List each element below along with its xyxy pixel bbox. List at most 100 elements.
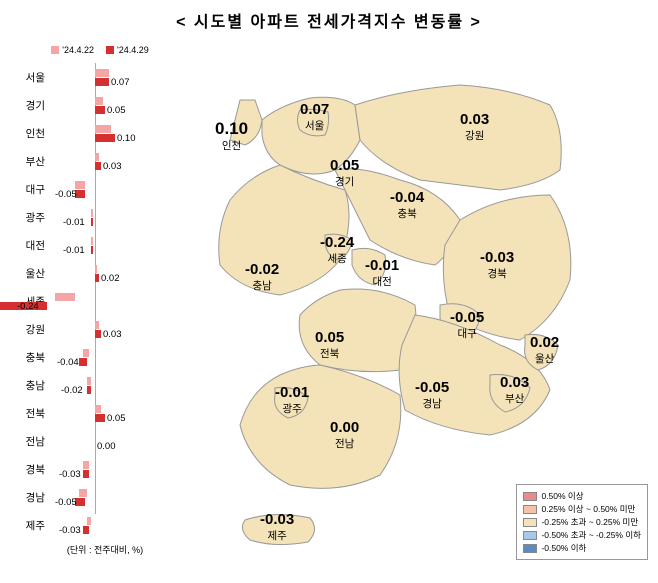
bar	[83, 461, 89, 469]
bar	[87, 386, 91, 394]
bar	[95, 405, 101, 413]
bar	[79, 358, 87, 366]
region-value: -0.05	[415, 380, 449, 395]
bar-value: -0.04	[57, 357, 79, 368]
region-label: 제주	[10, 518, 45, 533]
bar-row: 경기0.05	[50, 91, 180, 119]
region-name: 제주	[260, 528, 294, 543]
bar-row: 충남-0.02	[50, 371, 180, 399]
region-name: 전남	[330, 436, 359, 451]
legend-swatch-2	[106, 46, 114, 54]
region-value: 0.02	[530, 335, 559, 350]
region-label: 부산	[10, 154, 45, 169]
bar-row: 경북-0.03	[50, 455, 180, 483]
map-region-label: -0.03경북	[480, 250, 514, 281]
region-label: 광주	[10, 210, 45, 225]
map-region-label: -0.05대구	[450, 310, 484, 341]
bar-row: 세종-0.24	[50, 287, 180, 315]
map-legend-row: -0.50% 초과 ~ -0.25% 이하	[523, 529, 641, 541]
region-value: 0.10	[215, 120, 248, 137]
map-legend-label: -0.25% 초과 ~ 0.25% 미만	[541, 516, 638, 528]
bar	[95, 162, 101, 170]
map-region-label: 0.02울산	[530, 335, 559, 366]
map-legend-row: -0.50% 이하	[523, 542, 641, 554]
bar	[95, 134, 115, 142]
bar-row: 전북0.05	[50, 399, 180, 427]
map-region-label: 0.07서울	[300, 102, 329, 133]
bar	[75, 181, 85, 189]
region-label: 경북	[10, 462, 45, 477]
region-name: 광주	[275, 401, 309, 416]
region-name: 강원	[460, 128, 489, 143]
map-region-label: 0.10인천	[215, 120, 248, 153]
map-legend-swatch	[523, 531, 537, 540]
bar-row: 제주-0.03	[50, 511, 180, 539]
bar-chart-panel: '24.4.22 '24.4.29 서울0.07경기0.05인천0.10부산0.…	[0, 40, 180, 580]
bar	[83, 349, 89, 357]
bar-value: -0.05	[55, 189, 77, 200]
bar-row: 충북-0.04	[50, 343, 180, 371]
region-value: -0.03	[480, 250, 514, 265]
bar	[83, 470, 89, 478]
legend-label-1: '24.4.22	[62, 45, 94, 55]
bar-legend: '24.4.22 '24.4.29	[0, 45, 180, 55]
map-legend-swatch	[523, 518, 537, 527]
region-label: 대전	[10, 238, 45, 253]
bar	[91, 246, 93, 254]
bar-value: 0.03	[103, 329, 122, 340]
bar	[87, 377, 91, 385]
map-region-label: -0.05경남	[415, 380, 449, 411]
legend-item-1: '24.4.22	[51, 45, 94, 55]
map-region-label: 0.05경기	[330, 158, 359, 189]
region-name: 경북	[480, 266, 514, 281]
map-region-label: -0.03제주	[260, 512, 294, 543]
region-label: 강원	[10, 322, 45, 337]
bar	[83, 526, 89, 534]
region-value: 0.07	[300, 102, 329, 117]
bar-value: -0.05	[55, 497, 77, 508]
bar-value: -0.03	[59, 525, 81, 536]
bar	[95, 321, 99, 329]
region-value: -0.24	[320, 235, 354, 250]
map-region-label: 0.03강원	[460, 112, 489, 143]
region-value: -0.03	[260, 512, 294, 527]
legend-item-2: '24.4.29	[106, 45, 149, 55]
region-name: 충남	[245, 278, 279, 293]
region-name: 인천	[215, 138, 248, 153]
bar-value: 0.05	[107, 105, 126, 116]
map-legend-row: -0.25% 초과 ~ 0.25% 미만	[523, 516, 641, 528]
region-value: 0.03	[500, 375, 529, 390]
region-name: 경남	[415, 396, 449, 411]
region-name: 충북	[390, 206, 424, 221]
region-value: 0.05	[330, 158, 359, 173]
map-legend-row: 0.50% 이상	[523, 490, 641, 502]
bar-value: -0.02	[61, 385, 83, 396]
region-name: 울산	[530, 351, 559, 366]
bar-row: 인천0.10	[50, 119, 180, 147]
region-value: -0.04	[390, 190, 424, 205]
region-name: 부산	[500, 391, 529, 406]
legend-swatch-1	[51, 46, 59, 54]
bar	[91, 209, 93, 217]
map-legend-swatch	[523, 492, 537, 501]
region-label: 전남	[10, 434, 45, 449]
region-label: 경기	[10, 98, 45, 113]
bar-row: 대전-0.01	[50, 231, 180, 259]
region-name: 대전	[365, 274, 399, 289]
bar-value: 0.00	[97, 441, 116, 452]
bar	[95, 125, 111, 133]
map-region-label: -0.24세종	[320, 235, 354, 266]
region-name: 경기	[330, 174, 359, 189]
bar-row: 전남0.00	[50, 427, 180, 455]
bar-value: 0.05	[107, 413, 126, 424]
map-panel: 0.50% 이상0.25% 이상 ~ 0.50% 미만-0.25% 초과 ~ 0…	[180, 40, 658, 580]
map-region-label: -0.01광주	[275, 385, 309, 416]
map-legend-swatch	[523, 505, 537, 514]
bar-row: 강원0.03	[50, 315, 180, 343]
map-legend-swatch	[523, 544, 537, 553]
bar-value: -0.01	[63, 217, 85, 228]
region-value: -0.05	[450, 310, 484, 325]
region-name: 전북	[315, 346, 344, 361]
bar	[55, 293, 75, 301]
bar-value: 0.02	[101, 273, 120, 284]
